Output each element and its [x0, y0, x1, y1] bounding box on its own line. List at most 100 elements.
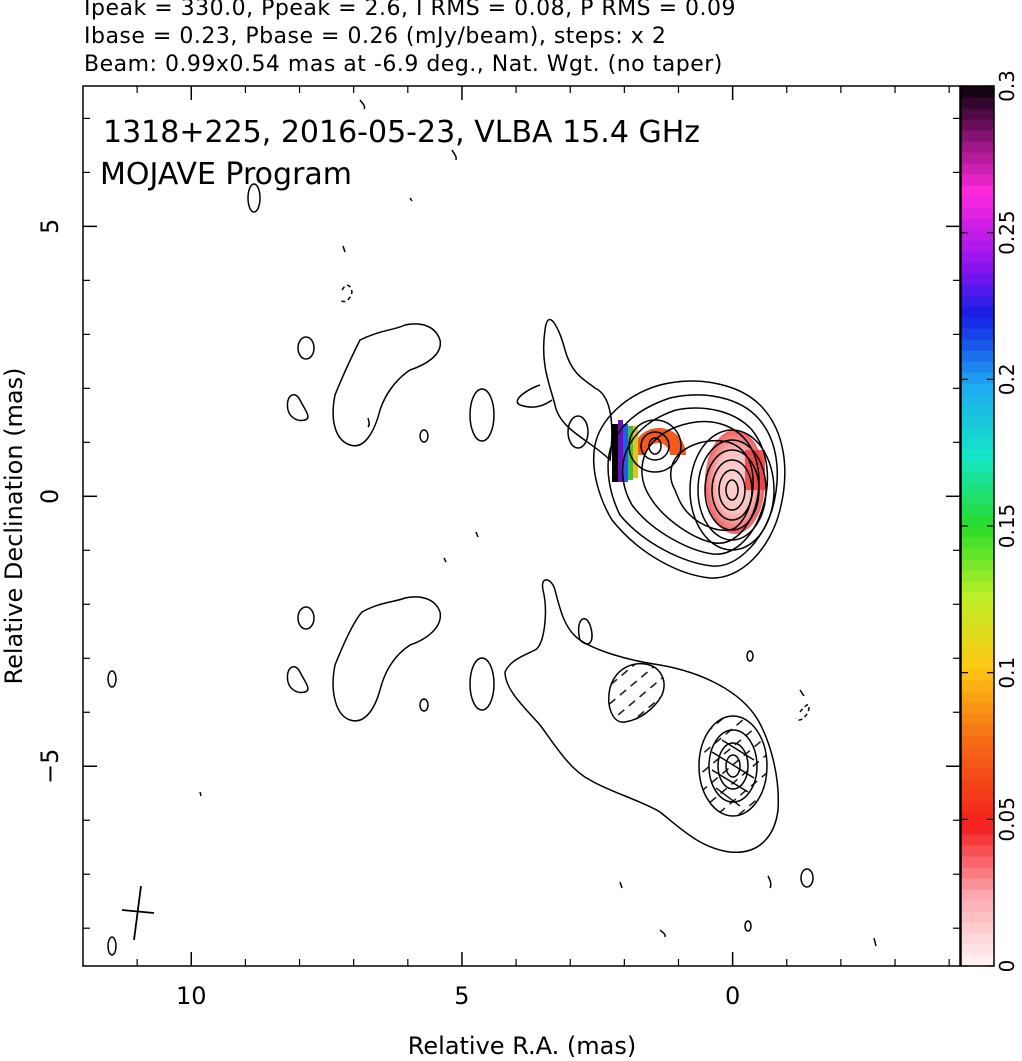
colorbar-segment	[961, 900, 994, 912]
colorbar-segment	[961, 207, 994, 219]
inset-noise-4	[619, 881, 623, 889]
diffuse-blob-d	[286, 394, 309, 422]
colorbar-segment	[961, 163, 994, 175]
inset-blob-b	[469, 657, 495, 711]
colorbar-segment	[961, 559, 994, 571]
inset-noise-3	[659, 929, 666, 938]
colorbar-segment	[961, 416, 994, 428]
knot-contour-2	[640, 431, 670, 461]
inset-blob-i	[746, 650, 754, 662]
colorbar-segment	[961, 581, 994, 593]
colorbar-segment	[961, 834, 994, 846]
colorbar-tick-label: 0.25	[995, 210, 1019, 255]
colorbar-segment	[961, 471, 994, 483]
colorbar-segment	[961, 812, 994, 824]
noise-mark-1	[367, 417, 370, 428]
colorbar-segment	[961, 669, 994, 681]
colorbar-segment	[961, 504, 994, 516]
colorbar-segment	[961, 548, 994, 560]
jet-contour-5	[670, 439, 754, 532]
colorbar-segment	[961, 86, 994, 98]
knot-contour-1	[628, 419, 682, 473]
noise-mark-4	[409, 197, 413, 202]
inset-blob-a	[578, 618, 593, 645]
colorbar-segment	[961, 438, 994, 450]
colorbar-segment	[961, 625, 994, 637]
jet-western-spur	[516, 384, 553, 408]
inset-core-hatch	[711, 739, 755, 807]
jet-contour-4	[641, 420, 760, 544]
core-contour-2	[697, 439, 767, 541]
header-line-3: Beam: 0.99x0.54 mas at -6.9 deg., Nat. W…	[84, 52, 723, 77]
core-contour-6	[725, 479, 739, 501]
colorbar-segment	[961, 515, 994, 527]
colorbar-segment	[961, 614, 994, 626]
colorbar-segment	[961, 152, 994, 164]
header-line-1: Ipeak = 330.0, Ppeak = 2.6, I RMS = 0.08…	[84, 0, 736, 21]
noise-blob-1	[247, 183, 261, 213]
colorbar-segment	[961, 262, 994, 274]
diffuse-region-upper	[332, 323, 441, 447]
header-line-2: Ibase = 0.23, Pbase = 0.26 (mJy/beam), s…	[84, 24, 667, 49]
colorbar-segment	[961, 141, 994, 153]
inset-noise-5	[873, 937, 877, 947]
inset-blob-e	[419, 698, 429, 712]
colorbar-segment	[961, 427, 994, 439]
colorbar-segment	[961, 119, 994, 131]
colorbar-segment	[961, 746, 994, 758]
colorbar-segment	[961, 240, 994, 252]
colorbar-segment	[961, 636, 994, 648]
knot-pol-violet-band	[618, 420, 623, 482]
colorbar-segment	[961, 691, 994, 703]
plot-title: 1318+225, 2016-05-23, VLBA 15.4 GHz	[103, 115, 700, 150]
noise-mark-2	[359, 99, 366, 110]
colorbar-segment	[961, 790, 994, 802]
colorbar-segment	[961, 878, 994, 890]
colorbar-segment	[961, 658, 994, 670]
colorbar-tick-label: 0.3	[995, 70, 1019, 102]
y-tick-label: −5	[36, 749, 64, 784]
colorbar-segment	[961, 570, 994, 582]
colorbar-segment	[961, 317, 994, 329]
colorbar-segment	[961, 493, 994, 505]
colorbar-segment	[961, 361, 994, 373]
knot-pol-yellow-band	[633, 426, 638, 478]
colorbar-segment	[961, 372, 994, 384]
colorbar-segment	[961, 592, 994, 604]
inset-blob-d	[286, 666, 309, 694]
colorbar-tick-label: 0.2	[995, 363, 1019, 395]
colorbar-segment	[961, 867, 994, 879]
colorbar-segment	[961, 944, 994, 956]
core-contour-1	[689, 429, 775, 551]
colorbar-segment	[961, 339, 994, 351]
inset-noise-2	[799, 689, 805, 697]
colorbar-segment	[961, 306, 994, 318]
colorbar-segment	[961, 350, 994, 362]
colorbar-segment	[961, 526, 994, 538]
core-contour-3	[704, 449, 760, 531]
inset-core-contour-3	[717, 742, 749, 790]
colorbar-segment	[961, 251, 994, 263]
colorbar-segment	[961, 603, 994, 615]
x-tick-label: 5	[454, 982, 469, 1010]
colorbar-segment	[961, 823, 994, 835]
colorbar-segment	[961, 394, 994, 406]
colorbar-segment	[961, 97, 994, 109]
colorbar-segment	[961, 702, 994, 714]
colorbar-segment	[961, 955, 994, 967]
plot-frame	[82, 85, 961, 967]
colorbar-segment	[961, 537, 994, 549]
colorbar-segment	[961, 779, 994, 791]
core-contour-5	[718, 469, 746, 511]
colorbar-segment	[961, 284, 994, 296]
plot-subtitle: MOJAVE Program	[100, 157, 352, 192]
inset-blob-c	[297, 606, 315, 630]
colorbar-segment	[961, 933, 994, 945]
colorbar-segment	[961, 328, 994, 340]
colorbar-segment	[961, 218, 994, 230]
colorbar-segment	[961, 735, 994, 747]
noise-mark-3	[342, 245, 346, 253]
colorbar-segment	[961, 889, 994, 901]
jet-blob-a	[567, 415, 589, 449]
